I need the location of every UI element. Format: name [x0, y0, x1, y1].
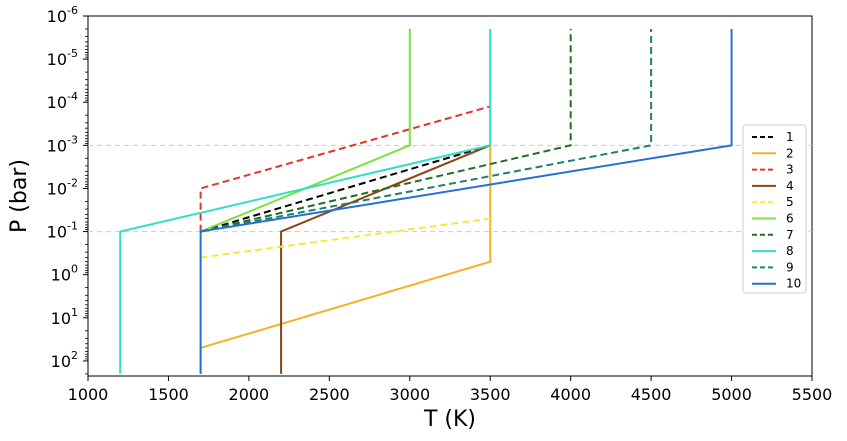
y-axis-label: P (bar)	[7, 159, 32, 233]
x-tick-label: 3500	[470, 385, 511, 404]
y-tick-label: 10-5	[47, 47, 78, 69]
x-tick-label: 2000	[229, 385, 270, 404]
legend-label-2: 2	[786, 146, 794, 160]
y-tick-label: 102	[51, 349, 78, 371]
series-layer	[119, 28, 733, 374]
legend-label-3: 3	[786, 163, 794, 177]
x-tick-label: 4500	[631, 385, 672, 404]
legend-label-5: 5	[786, 195, 794, 209]
y-tick-label: 100	[51, 263, 78, 285]
legend-label-8: 8	[786, 244, 794, 258]
x-axis-ticks: 1000 1500 2000 2500 3000 3500 4000 4500 5000 5500	[68, 376, 833, 404]
legend-label-1: 1	[786, 130, 794, 144]
y-tick-label: 10-3	[47, 133, 78, 155]
series-line-6	[200, 28, 411, 233]
series-line-7	[200, 28, 572, 233]
reference-lines	[88, 144, 812, 233]
series-line-10	[199, 28, 733, 374]
y-tick-label: 10-1	[47, 220, 78, 242]
y-tick-label: 10-4	[47, 90, 78, 112]
series-line-5	[200, 217, 491, 259]
x-tick-label: 2500	[309, 385, 350, 404]
x-tick-label: 5500	[792, 385, 833, 404]
x-tick-label: 1000	[68, 385, 109, 404]
series-line-3	[199, 105, 491, 232]
series-line-8	[119, 28, 492, 374]
legend-label-4: 4	[786, 179, 794, 193]
x-tick-label: 3000	[389, 385, 430, 404]
y-tick-label: 101	[51, 306, 78, 328]
legend-label-6: 6	[786, 212, 794, 226]
y-tick-label: 10-2	[47, 176, 78, 198]
legend: 1 2 3 4 5 6 7 8 9 10	[742, 124, 807, 294]
legend-label-7: 7	[786, 228, 794, 242]
series-line-4	[280, 144, 491, 374]
legend-label-10: 10	[786, 277, 801, 291]
legend-label-9: 9	[786, 260, 794, 274]
x-tick-label: 5000	[711, 385, 752, 404]
x-axis-label: T (K)	[423, 407, 476, 432]
y-axis-ticks: 10-6 10-5 10-4 10-3 10-2 10-1 100 101 102	[47, 4, 88, 375]
x-tick-label: 1500	[148, 385, 189, 404]
y-tick-label: 10-6	[47, 4, 78, 26]
x-tick-label: 4000	[550, 385, 591, 404]
plot-area	[87, 15, 813, 377]
series-line-1	[200, 144, 491, 233]
